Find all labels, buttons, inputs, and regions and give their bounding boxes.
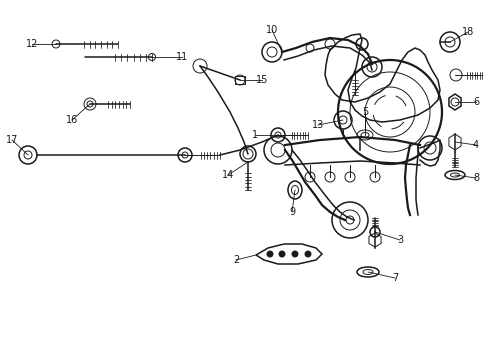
Text: 7: 7 — [391, 273, 397, 283]
Circle shape — [279, 251, 285, 257]
Text: 11: 11 — [176, 52, 188, 62]
Circle shape — [266, 251, 272, 257]
Circle shape — [305, 251, 310, 257]
Text: 8: 8 — [472, 173, 478, 183]
Text: 14: 14 — [222, 170, 234, 180]
Text: 2: 2 — [232, 255, 239, 265]
Text: 6: 6 — [472, 97, 478, 107]
Text: 3: 3 — [396, 235, 402, 245]
Text: 17: 17 — [6, 135, 18, 145]
Text: 4: 4 — [472, 140, 478, 150]
Circle shape — [291, 251, 297, 257]
Text: 15: 15 — [255, 75, 267, 85]
Text: 5: 5 — [361, 107, 367, 117]
Text: 1: 1 — [251, 130, 258, 140]
Text: 18: 18 — [461, 27, 473, 37]
Text: 13: 13 — [311, 120, 324, 130]
Text: 16: 16 — [66, 115, 78, 125]
Text: 9: 9 — [288, 207, 294, 217]
Text: 12: 12 — [26, 39, 38, 49]
Text: 10: 10 — [265, 25, 278, 35]
